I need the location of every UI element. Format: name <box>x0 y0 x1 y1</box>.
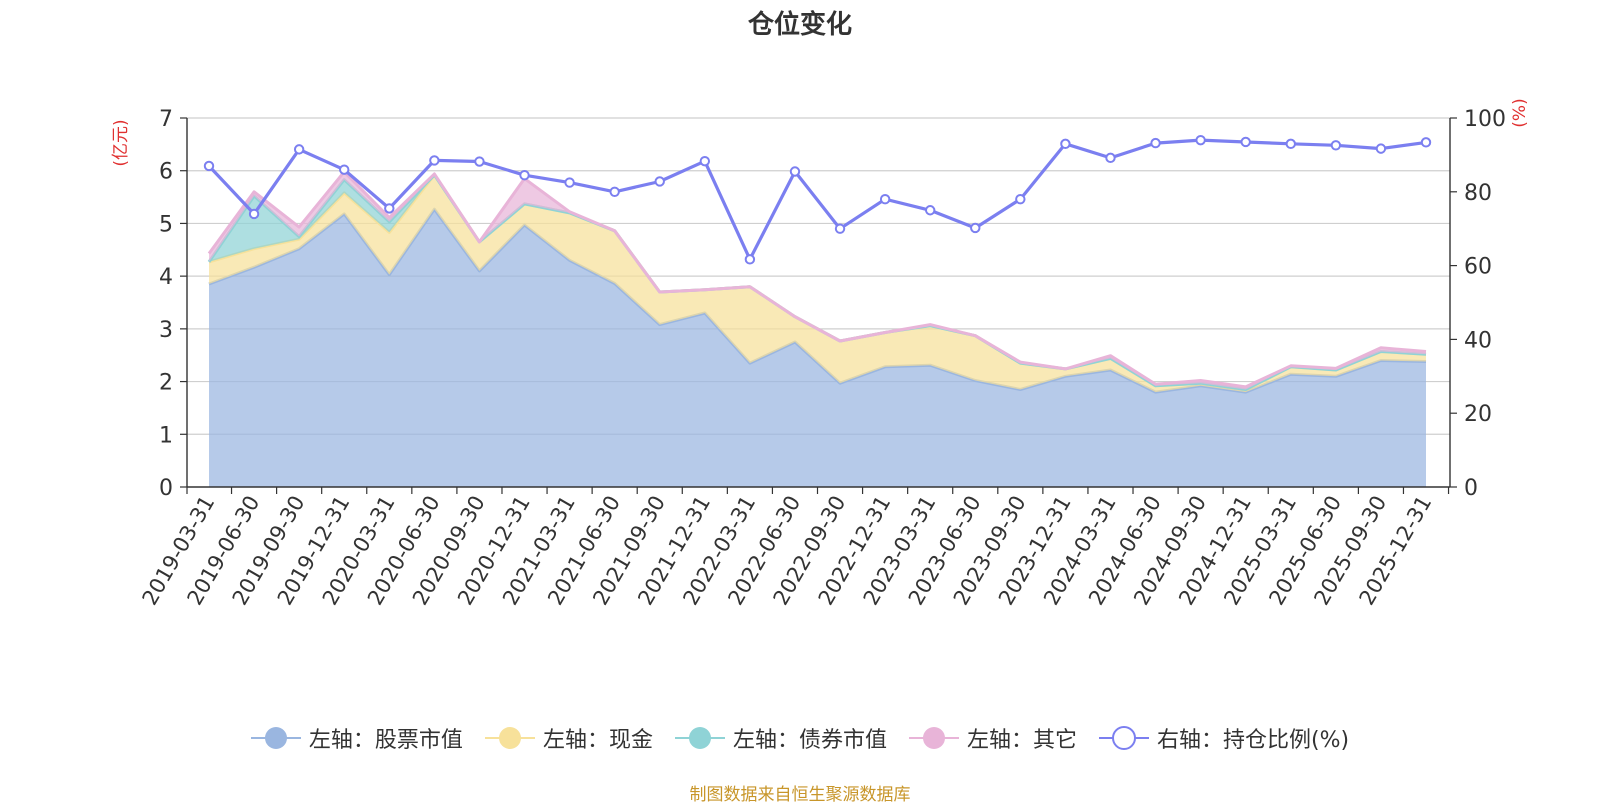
ratio-point <box>203 160 215 172</box>
source-note: 制图数据来自恒生聚源数据库 <box>689 785 911 805</box>
area-series <box>207 170 1427 487</box>
legend-label: 左轴：股票市值 <box>308 728 463 753</box>
y-right-tick-label: 40 <box>1464 328 1492 353</box>
ratio-point <box>654 176 665 187</box>
chart-title: 仓位变化 <box>747 10 852 40</box>
y-right-tick-label: 0 <box>1464 476 1478 501</box>
y-left-tick-label: 3 <box>159 318 173 343</box>
legend-marker-icon <box>1098 726 1149 750</box>
area-1 <box>209 174 1426 393</box>
ratio-point <box>429 155 440 166</box>
ratio-point <box>1150 137 1161 149</box>
legend-marker-icon <box>250 727 301 749</box>
y-left-unit-label: (亿元) <box>111 119 131 166</box>
ratio-point <box>474 156 485 167</box>
legend-label: 右轴：持仓比例(%) <box>1156 728 1350 753</box>
ratio-point <box>1240 136 1251 148</box>
ratio-point <box>1420 137 1432 148</box>
ratio-point <box>519 169 530 181</box>
ratio-point <box>879 193 891 205</box>
ratio-point <box>970 222 981 234</box>
y-right-tick-label: 20 <box>1464 402 1492 427</box>
ratio-point <box>1330 140 1342 151</box>
ratio-point <box>609 186 620 198</box>
ratio-point <box>564 177 575 188</box>
ratio-point <box>1195 134 1206 146</box>
y-right-tick-label: 60 <box>1464 255 1492 280</box>
ratio-line <box>207 138 1427 261</box>
ratio-point <box>384 203 395 214</box>
legend-item[interactable]: 左轴：股票市值 <box>250 722 463 754</box>
ratio-point <box>1105 152 1116 164</box>
ratio-point <box>248 208 260 220</box>
ratio-point <box>924 205 936 216</box>
ratio-point <box>1015 193 1026 205</box>
y-left-tick-label: 6 <box>159 160 173 185</box>
legend-label: 左轴：其它 <box>966 728 1077 753</box>
legend-label: 左轴：债券市值 <box>732 728 887 753</box>
area-0 <box>209 209 1426 487</box>
legend-item[interactable]: 左轴：债券市值 <box>674 722 887 754</box>
legend-marker-icon <box>484 727 535 749</box>
ratio-point <box>699 155 711 167</box>
y-left-tick-label: 5 <box>159 212 173 237</box>
ratio-point <box>834 223 846 234</box>
y-right-tick-label: 80 <box>1464 181 1492 206</box>
ratio-point <box>1060 138 1071 150</box>
y-left-tick-label: 7 <box>159 107 173 132</box>
legend-label: 左轴：现金 <box>542 728 653 753</box>
ratio-point <box>1285 138 1296 150</box>
y-right-tick-label: 100 <box>1464 107 1506 132</box>
ratio-point <box>293 144 305 155</box>
ratio-line-series <box>203 134 1432 265</box>
legend-item[interactable]: 右轴：持仓比例(%) <box>1098 722 1350 754</box>
y-left-tick-label: 2 <box>159 371 173 396</box>
legend: 左轴：股票市值 左轴：现金 左轴：债券市值 左轴：其它 右轴：持仓比例(%) <box>0 722 1600 754</box>
ratio-point <box>1375 143 1387 154</box>
legend-item[interactable]: 左轴：其它 <box>908 722 1077 754</box>
y-left-tick-label: 0 <box>159 476 173 501</box>
y-left-tick-label: 1 <box>159 423 173 448</box>
area-edge-3 <box>207 170 1427 389</box>
ratio-point <box>789 166 801 177</box>
legend-marker-icon <box>674 727 725 749</box>
ratio-point <box>744 254 756 265</box>
legend-item[interactable]: 左轴：现金 <box>484 722 653 754</box>
ratio-point <box>339 164 350 175</box>
y-right-unit-label: (%) <box>1510 98 1530 127</box>
legend-marker-icon <box>908 727 959 749</box>
y-left-tick-label: 4 <box>159 265 173 290</box>
